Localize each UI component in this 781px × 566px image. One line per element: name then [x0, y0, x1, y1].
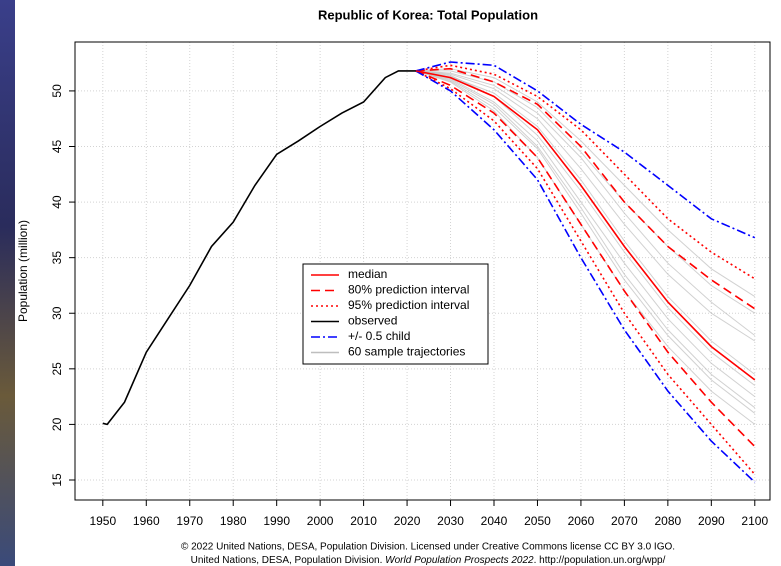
y-tick-label: 15	[50, 473, 64, 487]
x-tick-label: 2070	[611, 514, 638, 528]
sample-trajectory	[415, 68, 756, 298]
background-image-strip	[0, 0, 15, 566]
interval-lower	[415, 70, 756, 448]
footer-text: United Nations, DESA, Population Divisio…	[191, 555, 386, 566]
series-line	[102, 70, 416, 426]
y-axis-label: Population (million)	[16, 220, 30, 322]
legend-label: 60 sample trajectories	[348, 345, 465, 359]
series-line	[415, 70, 756, 381]
x-tick-label: 2090	[698, 514, 725, 528]
y-tick-label: 45	[50, 140, 64, 154]
interval-lower	[415, 70, 756, 475]
y-tick-label: 20	[50, 417, 64, 431]
sample-trajectory	[415, 70, 756, 386]
footer-text: . http://population.un.org/wpp/	[534, 555, 666, 566]
interval-lower	[415, 70, 756, 483]
legend-label: 95% prediction interval	[348, 298, 469, 312]
x-tick-label: 2060	[568, 514, 595, 528]
y-tick-label: 50	[50, 84, 64, 98]
legend-label: median	[348, 267, 387, 281]
sample-trajectory	[415, 70, 756, 414]
interval-upper	[415, 61, 756, 239]
footer-line: © 2022 United Nations, DESA, Population …	[181, 542, 675, 553]
x-tick-label: 1970	[176, 514, 203, 528]
sample-trajectory	[415, 70, 756, 342]
x-tick-label: 2050	[524, 514, 551, 528]
y-tick-label: 35	[50, 251, 64, 265]
legend-label: +/- 0.5 child	[348, 329, 410, 343]
x-tick-label: 2020	[394, 514, 421, 528]
legend-label: observed	[348, 314, 397, 328]
sample-trajectory	[415, 70, 756, 336]
sample-trajectory	[415, 70, 756, 314]
x-tick-label: 2030	[437, 514, 464, 528]
x-tick-label: 1990	[263, 514, 290, 528]
sample-trajectory	[415, 70, 756, 397]
footer-line: United Nations, DESA, Population Divisio…	[191, 555, 666, 566]
legend-label: 80% prediction interval	[348, 283, 469, 297]
interval-upper	[415, 64, 756, 280]
x-tick-label: 2080	[655, 514, 682, 528]
x-tick-label: 2000	[307, 514, 334, 528]
legend-box	[302, 263, 489, 365]
x-tick-label: 1950	[89, 514, 116, 528]
x-tick-label: 2040	[481, 514, 508, 528]
x-tick-label: 2100	[741, 514, 768, 528]
footer-text: World Population Prospects 2022	[385, 555, 534, 566]
y-tick-label: 30	[50, 306, 64, 320]
interval-upper	[415, 67, 756, 310]
y-tick-label: 25	[50, 362, 64, 376]
sample-trajectory	[415, 70, 756, 409]
x-tick-label: 1960	[133, 514, 160, 528]
y-tick-label: 40	[50, 195, 64, 209]
x-tick-label: 1980	[220, 514, 247, 528]
chart-title: Republic of Korea: Total Population	[318, 7, 538, 22]
x-tick-label: 2010	[350, 514, 377, 528]
plot-frame	[74, 41, 771, 501]
